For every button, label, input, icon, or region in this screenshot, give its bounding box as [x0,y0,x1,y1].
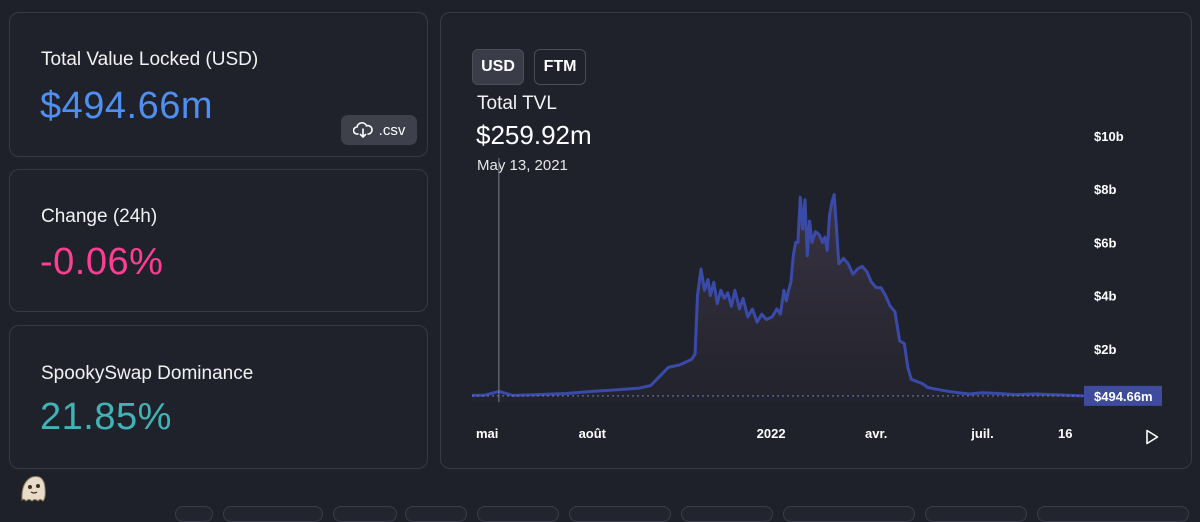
dominance-card: SpookySwap Dominance 21.85% [9,325,428,469]
tvl-chart-panel: USD FTM Total TVL $259.92m May 13, 2021 … [440,12,1192,469]
cloud-download-icon [352,122,373,138]
y-tick-label: $10b [1094,129,1124,144]
tvl-label: Total Value Locked (USD) [41,49,259,70]
change-label: Change (24h) [41,206,158,227]
tvl-area-chart[interactable]: $2b$4b$6b$8b$10b mai août 2022 avr. juil. 16 … [441,13,1191,468]
x-tick-label: mai [476,426,498,441]
y-tick-label: $8b [1094,182,1116,197]
usd-toggle-button[interactable]: USD [472,49,524,85]
spooky-ghost-icon [18,472,48,504]
hover-value: $259.92m [476,120,592,150]
chart-title: Total TVL [477,93,557,114]
current-value-label: $494.66m [1094,389,1153,404]
x-tick-label: avr. [865,426,887,441]
y-tick-label: $2b [1094,342,1116,357]
x-tick-label: juil. [970,426,993,441]
change-card: Change (24h) -0.06% [9,169,428,312]
current-value-badge [1084,385,1162,406]
csv-label: .csv [378,121,406,139]
play-icon[interactable] [1145,429,1159,445]
dominance-value: 21.85% [40,396,172,438]
change-value: -0.06% [40,241,164,283]
hover-date: May 13, 2021 [477,157,568,174]
tvl-series-line [471,193,1084,398]
x-tick-label: août [579,426,607,441]
tvl-value: $494.66m [40,85,214,127]
y-tick-label: $6b [1094,235,1116,250]
x-tick-label: 16 [1058,426,1072,441]
y-tick-label: $4b [1094,289,1116,304]
ftm-toggle-button[interactable]: FTM [534,49,586,85]
tvl-card: Total Value Locked (USD) $494.66m .csv [9,12,428,157]
tvl-area-fill [472,194,1083,402]
x-tick-label: 2022 [757,426,786,441]
dominance-label: SpookySwap Dominance [41,363,254,384]
download-csv-button[interactable]: .csv [341,115,417,145]
